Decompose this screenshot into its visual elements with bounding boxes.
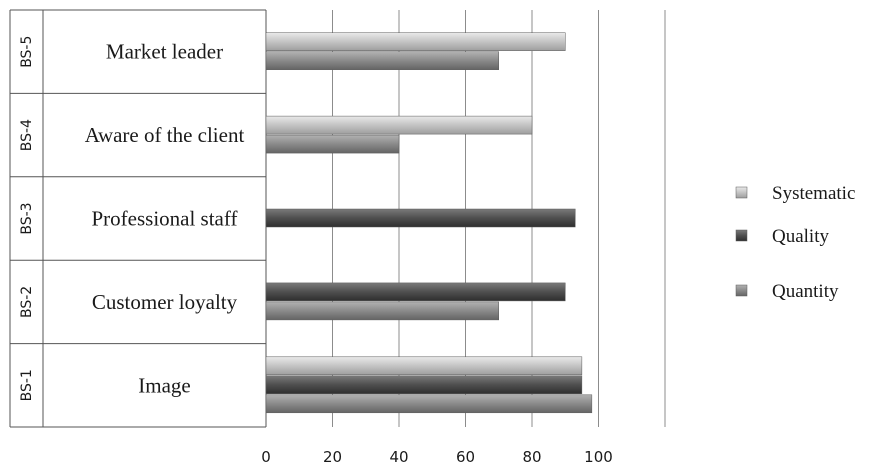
- legend-label: Quantity: [772, 281, 839, 302]
- legend-swatch: [735, 229, 748, 242]
- category-label: Market leader: [106, 40, 223, 64]
- bar-quantity: [265, 134, 400, 154]
- bar-quality: [265, 208, 576, 228]
- tick-label: 80: [522, 448, 541, 466]
- category-code: BS-3: [19, 202, 35, 234]
- bar-quantity: [265, 301, 499, 321]
- category-table: [9, 9, 267, 428]
- tick-label: 60: [456, 448, 475, 466]
- legend-swatch: [735, 284, 748, 297]
- bar-systematic: [265, 32, 566, 51]
- category-labels: BS-5 Market leader BS-4 Aware of the client…: [19, 36, 244, 402]
- bar-quality: [265, 282, 566, 302]
- category-code: BS-5: [19, 36, 35, 68]
- legend-swatch: [735, 186, 748, 199]
- category-label: Aware of the client: [85, 123, 245, 147]
- category-label: Image: [138, 373, 190, 397]
- bar-quantity: [265, 51, 499, 70]
- category-code: BS-1: [19, 369, 35, 401]
- bars: [265, 32, 593, 414]
- bar-systematic: [265, 115, 533, 135]
- category-code: BS-2: [19, 286, 35, 318]
- tick-label: 100: [584, 448, 613, 466]
- bar-quality: [265, 375, 583, 395]
- tick-label: 40: [389, 448, 408, 466]
- legend-label: Quality: [772, 226, 829, 247]
- bar-systematic: [265, 356, 583, 376]
- legend-label: Systematic: [772, 183, 855, 204]
- tick-label: 0: [261, 448, 271, 466]
- x-axis-ticks: 0 20 40 60 80 100: [261, 448, 613, 466]
- category-label: Professional staff: [91, 207, 237, 231]
- bar-quantity: [265, 394, 593, 414]
- category-code: BS-4: [19, 119, 35, 151]
- tick-label: 20: [323, 448, 342, 466]
- legend: Systematic Quality Quantity: [735, 183, 855, 302]
- category-label: Customer loyalty: [92, 290, 238, 314]
